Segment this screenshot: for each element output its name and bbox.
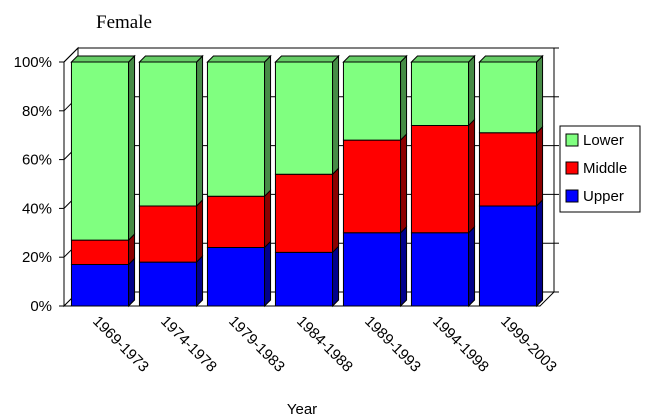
x-tick-label: 1994-1998 [429, 313, 492, 376]
y-axis-ticks: 0% 20% 40% 60% 80% 100% [14, 47, 559, 315]
bar-stack-1979-1983 [206, 54, 272, 308]
bar-side-lower-1969-1973 [128, 54, 136, 242]
gridline [63, 47, 554, 63]
bar-stack-1999-2003 [478, 54, 544, 308]
bar-lower-1984-1988 [274, 61, 334, 175]
bar-stack-1969-1973 [70, 54, 136, 308]
bar-side-lower-1999-2003 [536, 54, 544, 134]
bar-stack-1994-1998 [410, 54, 476, 308]
bar-lower-1974-1978 [138, 61, 198, 207]
bar-upper-1984-1988 [274, 251, 334, 307]
bar-side-middle-1979-1983 [264, 188, 272, 249]
bars [70, 54, 544, 308]
y-tick-label: 20% [22, 249, 52, 266]
x-tick-label: 1969-1973 [89, 313, 152, 376]
y-tick-label: 0% [30, 298, 52, 315]
bar-stack-1974-1978 [138, 54, 204, 308]
bar-upper-1989-1993 [342, 232, 402, 307]
bar-middle-1994-1998 [410, 124, 470, 234]
y-tick-label: 40% [22, 200, 52, 217]
bar-side-middle-1999-2003 [536, 125, 544, 208]
bar-top-1989-1993 [342, 55, 408, 63]
bar-middle-1984-1988 [274, 173, 334, 253]
bar-side-upper-1994-1998 [468, 225, 476, 308]
x-axis-ticks: 1969-1973 1974-1978 1979-1983 1984-1988 1989… [89, 313, 560, 376]
bar-lower-1969-1973 [70, 61, 130, 241]
bar-side-lower-1979-1983 [264, 54, 272, 198]
bar-top-1979-1983 [206, 55, 272, 63]
bar-side-upper-1999-2003 [536, 198, 544, 308]
legend-label-upper: Upper [583, 188, 624, 205]
y-tick-label: 80% [22, 103, 52, 120]
bar-side-upper-1989-1993 [400, 225, 408, 308]
bar-upper-1969-1973 [70, 264, 130, 307]
x-axis-label: Year [287, 401, 317, 418]
bar-top-1984-1988 [274, 55, 340, 63]
bar-side-lower-1984-1988 [332, 54, 340, 176]
bar-side-middle-1984-1988 [332, 167, 340, 254]
bar-side-upper-1984-1988 [332, 245, 340, 308]
bar-top-1969-1973 [70, 55, 136, 63]
legend-swatch-upper [565, 189, 579, 203]
bar-upper-1994-1998 [410, 232, 470, 307]
bar-side-middle-1994-1998 [468, 118, 476, 235]
bar-middle-1979-1983 [206, 195, 266, 248]
bar-middle-1969-1973 [70, 239, 130, 266]
bar-stack-1984-1988 [274, 54, 340, 308]
x-tick-label: 1979-1983 [225, 313, 288, 376]
x-tick-label: 1989-1993 [361, 313, 424, 376]
bar-side-lower-1974-1978 [196, 54, 204, 208]
bar-upper-1974-1978 [138, 261, 198, 307]
legend-label-middle: Middle [583, 160, 627, 177]
bar-lower-1994-1998 [410, 61, 470, 126]
x-tick-label: 1974-1978 [157, 313, 220, 376]
legend-swatch-lower [565, 133, 579, 147]
bar-side-upper-1969-1973 [128, 257, 136, 308]
y-tick-label: 60% [22, 152, 52, 169]
bar-top-1999-2003 [478, 55, 544, 63]
bar-stack-1989-1993 [342, 54, 408, 308]
bar-side-lower-1989-1993 [400, 54, 408, 142]
bar-top-1974-1978 [138, 55, 204, 63]
bar-lower-1989-1993 [342, 61, 402, 141]
bar-middle-1999-2003 [478, 132, 538, 207]
chart-title: Female [96, 12, 152, 33]
x-tick-label: 1999-2003 [497, 313, 560, 376]
bar-top-1994-1998 [410, 55, 476, 63]
bar-side-lower-1994-1998 [468, 54, 476, 127]
legend-label-lower: Lower [583, 132, 624, 149]
bar-side-upper-1974-1978 [196, 254, 204, 308]
bar-side-middle-1989-1993 [400, 132, 408, 235]
bar-side-upper-1979-1983 [264, 240, 272, 308]
x-tick-label: 1984-1988 [293, 313, 356, 376]
bar-side-middle-1974-1978 [196, 198, 204, 264]
bar-upper-1999-2003 [478, 205, 538, 307]
bar-middle-1974-1978 [138, 205, 198, 263]
bar-lower-1999-2003 [478, 61, 538, 134]
legend-swatch-middle [565, 161, 579, 175]
bar-lower-1979-1983 [206, 61, 266, 197]
bar-upper-1979-1983 [206, 246, 266, 307]
legend: Lower Middle Upper [559, 125, 641, 213]
bar-middle-1989-1993 [342, 139, 402, 234]
y-tick-label: 100% [14, 54, 52, 71]
